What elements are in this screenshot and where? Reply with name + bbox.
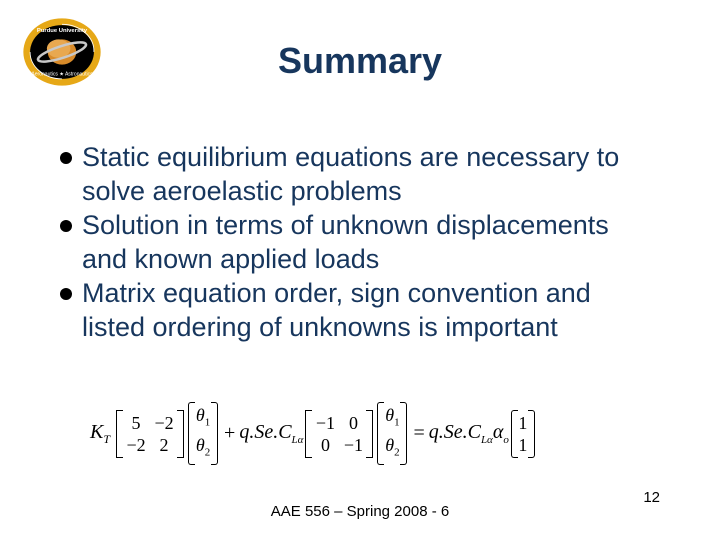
eq-matrix-1: 5−2 −22: [116, 410, 184, 458]
slide-body: Static equilibrium equations are necessa…: [60, 140, 660, 344]
matrix-equation: KT 5−2 −22 θ1 θ2 + q.Se.CLα −10 0−1 θ1 θ…: [90, 402, 537, 465]
eq-kt-sub: T: [103, 432, 110, 446]
eq-plus: +: [224, 422, 235, 445]
eq-equals: =: [413, 422, 424, 445]
eq-one-vector: 1 1: [511, 410, 535, 458]
bullet-text: Solution in terms of unknown displacemen…: [82, 208, 660, 276]
bullet-icon: [60, 220, 72, 232]
bullet-text: Static equilibrium equations are necessa…: [82, 140, 660, 208]
eq-matrix-2: −10 0−1: [305, 410, 373, 458]
slide-footer: AAE 556 – Spring 2008 - 6: [0, 503, 720, 520]
eq-theta-vector-2: θ1 θ2: [377, 402, 407, 465]
bullet-item: Static equilibrium equations are necessa…: [60, 140, 660, 208]
eq-rhs-term: q.Se.CLααo: [429, 421, 509, 446]
bullet-icon: [60, 152, 72, 164]
eq-mid-term: q.Se.CLα: [239, 421, 303, 446]
eq-kt: K: [90, 421, 103, 443]
slide-title: Summary: [0, 40, 720, 82]
page-number: 12: [643, 489, 660, 506]
eq-theta-vector-1: θ1 θ2: [188, 402, 218, 465]
bullet-text: Matrix equation order, sign convention a…: [82, 276, 660, 344]
bullet-icon: [60, 288, 72, 300]
bullet-item: Matrix equation order, sign convention a…: [60, 276, 660, 344]
slide: Purdue University Aeronautics ★ Astronau…: [0, 0, 720, 540]
svg-text:Purdue University: Purdue University: [37, 28, 88, 34]
bullet-item: Solution in terms of unknown displacemen…: [60, 208, 660, 276]
